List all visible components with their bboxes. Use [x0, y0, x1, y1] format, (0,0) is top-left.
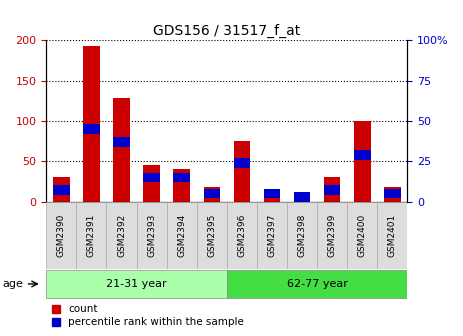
Bar — [294, 192, 310, 202]
Text: GSM2396: GSM2396 — [238, 213, 246, 257]
Text: age: age — [2, 279, 23, 289]
FancyBboxPatch shape — [137, 202, 167, 269]
FancyBboxPatch shape — [377, 202, 407, 269]
Bar — [174, 173, 190, 182]
Bar — [53, 185, 69, 195]
Bar — [234, 158, 250, 168]
Bar — [144, 165, 160, 202]
FancyBboxPatch shape — [287, 202, 317, 269]
Bar — [264, 189, 280, 198]
Bar — [113, 98, 130, 202]
Bar — [354, 121, 370, 202]
Text: GSM2401: GSM2401 — [388, 214, 397, 257]
Bar — [264, 190, 280, 202]
Bar — [384, 187, 400, 202]
Title: GDS156 / 31517_f_at: GDS156 / 31517_f_at — [153, 24, 300, 38]
Bar — [324, 177, 340, 202]
Text: GSM2398: GSM2398 — [298, 213, 307, 257]
Bar — [113, 137, 130, 147]
Bar — [384, 189, 400, 198]
Text: GSM2394: GSM2394 — [177, 214, 186, 257]
Text: GSM2399: GSM2399 — [328, 213, 337, 257]
Bar — [324, 185, 340, 195]
Bar — [234, 141, 250, 202]
Bar — [83, 46, 100, 202]
FancyBboxPatch shape — [347, 202, 377, 269]
Text: GSM2400: GSM2400 — [358, 214, 367, 257]
FancyBboxPatch shape — [317, 202, 347, 269]
Legend: count, percentile rank within the sample: count, percentile rank within the sample — [51, 304, 244, 327]
Bar — [354, 150, 370, 160]
FancyBboxPatch shape — [257, 202, 287, 269]
FancyBboxPatch shape — [106, 202, 137, 269]
Bar — [204, 187, 220, 202]
Bar — [294, 192, 310, 202]
Text: GSM2395: GSM2395 — [207, 213, 216, 257]
FancyBboxPatch shape — [227, 202, 257, 269]
Bar — [53, 177, 69, 202]
Text: GSM2393: GSM2393 — [147, 213, 156, 257]
Bar — [204, 189, 220, 198]
Text: 21-31 year: 21-31 year — [106, 279, 167, 289]
Text: 62-77 year: 62-77 year — [287, 279, 348, 289]
FancyBboxPatch shape — [46, 270, 227, 298]
FancyBboxPatch shape — [167, 202, 197, 269]
Text: GSM2391: GSM2391 — [87, 213, 96, 257]
FancyBboxPatch shape — [227, 270, 407, 298]
FancyBboxPatch shape — [46, 202, 76, 269]
Bar — [174, 169, 190, 202]
FancyBboxPatch shape — [197, 202, 227, 269]
Text: GSM2397: GSM2397 — [268, 213, 276, 257]
Text: GSM2390: GSM2390 — [57, 213, 66, 257]
Bar — [83, 124, 100, 134]
Text: GSM2392: GSM2392 — [117, 214, 126, 257]
FancyBboxPatch shape — [76, 202, 106, 269]
Bar — [144, 173, 160, 182]
